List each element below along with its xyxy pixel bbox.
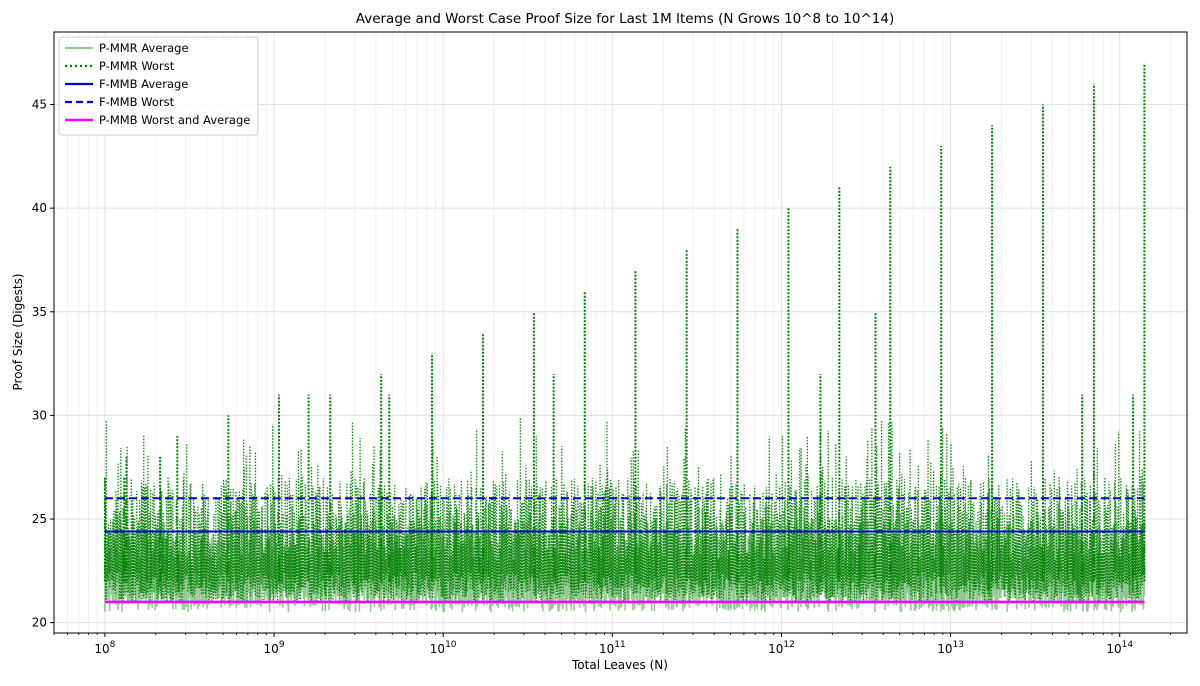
x-tick-label: 108 — [94, 640, 115, 656]
legend-item: P-MMB Worst and Average — [65, 113, 250, 127]
legend: P-MMR Average P-MMR Worst F-MMB Average F-M… — [58, 36, 259, 136]
legend-label: F-MMB Worst — [99, 95, 175, 109]
y-tick-label: 25 — [32, 512, 47, 526]
legend-label: F-MMB Average — [99, 77, 188, 91]
y-tick-label: 20 — [32, 616, 47, 630]
chart-title: Average and Worst Case Proof Size for La… — [356, 11, 894, 27]
legend-label: P-MMR Average — [99, 41, 189, 55]
legend-item: P-MMR Average — [65, 41, 189, 55]
y-tick-label: 40 — [32, 201, 47, 215]
axis-ticks: 108 109 1010 1011 1012 1013 1014 20 25 30 35 40 45 — [32, 98, 1172, 656]
legend-label: P-MMB Worst and Average — [99, 113, 250, 127]
legend-box — [58, 36, 259, 136]
plot-frame — [53, 31, 1188, 634]
series-layer — [103, 63, 1146, 613]
x-tick-label: 1013 — [937, 640, 964, 656]
x-tick-label: 109 — [264, 640, 285, 656]
legend-label: P-MMR Worst — [99, 59, 175, 73]
series-band — [104, 417, 1146, 602]
x-axis-label: Total Leaves (N) — [571, 658, 668, 672]
x-tick-label: 1012 — [768, 640, 795, 656]
y-tick-label: 45 — [32, 98, 47, 112]
y-tick-label: 35 — [32, 305, 47, 319]
y-axis-label: Proof Size (Digests) — [11, 273, 25, 390]
legend-item: F-MMB Worst — [65, 95, 175, 109]
legend-item: F-MMB Average — [65, 77, 188, 91]
x-tick-label: 1014 — [1106, 640, 1133, 656]
series-p-mmr-worst — [103, 63, 1146, 602]
x-tick-label: 1010 — [430, 640, 457, 656]
x-tick-label: 1011 — [599, 640, 626, 656]
legend-item: P-MMR Worst — [65, 59, 175, 73]
y-tick-label: 30 — [32, 408, 47, 422]
